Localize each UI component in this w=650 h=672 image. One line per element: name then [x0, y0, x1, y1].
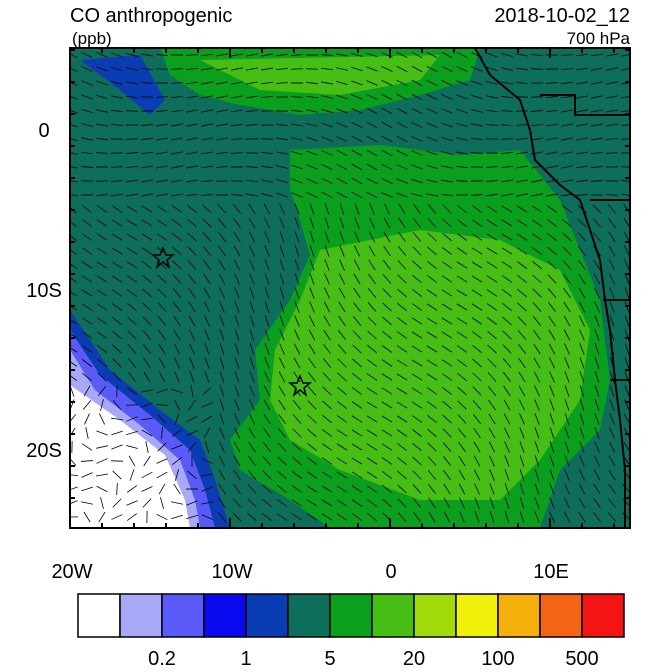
title: CO anthropogenic [70, 5, 232, 27]
colorbar-swatch [330, 594, 372, 637]
colorbar-label: 20 [403, 648, 425, 667]
colorbar-label: 100 [481, 648, 514, 667]
lat-label: 0 [38, 120, 49, 142]
colorbar-swatch [498, 594, 540, 637]
colorbar-swatch [582, 594, 624, 637]
lon-label: 10W [211, 561, 252, 583]
colorbar-swatch [204, 594, 246, 637]
colorbar-swatch [288, 594, 330, 637]
colorbar-swatch [540, 594, 582, 637]
colorbar-swatch [414, 594, 456, 637]
lon-label: 10E [533, 561, 569, 583]
colorbar: 0.2 1 5 20 100 500 [78, 594, 624, 667]
colorbar-label: 0.2 [148, 648, 176, 667]
colorbar-label: 1 [240, 648, 251, 667]
colorbar-label: 5 [324, 648, 335, 667]
colorbar-swatch [120, 594, 162, 637]
map-field [66, 48, 633, 528]
time: 2018-10-02_12 [494, 5, 630, 27]
colorbar-swatch [246, 594, 288, 637]
colorbar-label: 500 [565, 648, 598, 667]
lat-label: 10S [26, 280, 62, 302]
wind-barb [261, 111, 273, 112]
colorbar-swatch [78, 594, 120, 637]
units: (ppb) [72, 29, 112, 48]
colorbar-swatch [372, 594, 414, 637]
lon-label: 0 [385, 561, 396, 583]
level: 700 hPa [567, 29, 631, 48]
lat-label: 20S [26, 440, 62, 462]
lon-label: 20W [51, 561, 92, 583]
colorbar-swatch [456, 594, 498, 637]
wind-barb [126, 405, 138, 406]
colorbar-swatch [162, 594, 204, 637]
